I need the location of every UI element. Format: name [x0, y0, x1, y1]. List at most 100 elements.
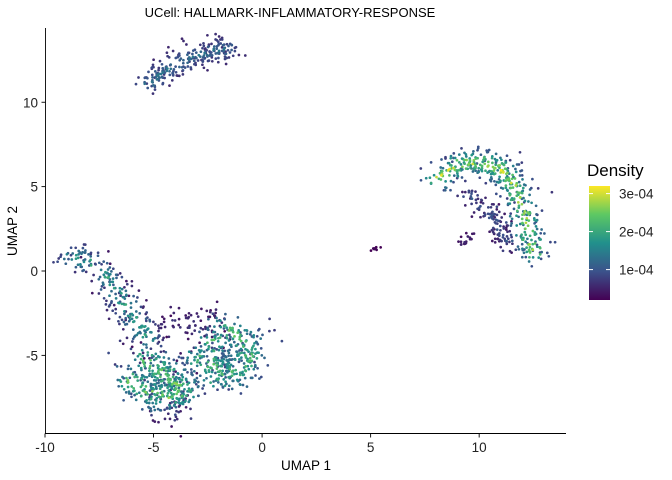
x-tick-label: -5	[148, 440, 160, 455]
data-point	[531, 229, 535, 233]
data-point	[528, 243, 531, 246]
data-point	[156, 77, 160, 81]
data-point	[214, 311, 217, 315]
data-point	[145, 375, 149, 379]
y-tick-label: 0	[30, 264, 38, 279]
data-point	[132, 387, 136, 390]
data-point	[169, 378, 172, 382]
data-point	[500, 158, 503, 162]
data-point	[159, 350, 163, 354]
data-point	[479, 204, 482, 208]
data-point	[148, 366, 151, 370]
data-point	[531, 248, 535, 252]
data-point	[195, 376, 199, 380]
data-point	[511, 186, 515, 189]
data-point	[259, 337, 263, 340]
data-point	[116, 378, 120, 382]
data-point	[513, 177, 517, 180]
data-point	[212, 45, 216, 48]
data-point	[153, 382, 156, 386]
data-point	[487, 216, 491, 220]
data-point	[163, 383, 167, 387]
data-point	[447, 161, 451, 165]
data-point	[225, 359, 229, 362]
data-point	[144, 319, 148, 323]
data-point	[215, 316, 218, 320]
data-point	[259, 375, 263, 379]
data-point	[217, 358, 221, 362]
data-point	[219, 319, 222, 323]
data-point	[527, 219, 531, 222]
data-point	[204, 327, 207, 331]
data-point	[429, 181, 433, 185]
data-point	[107, 250, 110, 253]
data-point	[545, 251, 549, 255]
data-point	[131, 340, 134, 343]
data-point	[185, 359, 189, 362]
data-point	[187, 381, 191, 385]
data-point	[148, 374, 151, 378]
data-point	[476, 146, 480, 150]
data-point	[65, 252, 69, 256]
data-point	[125, 376, 128, 380]
data-point	[164, 350, 168, 354]
data-point	[499, 245, 503, 249]
data-point	[223, 329, 227, 333]
data-point	[254, 374, 257, 377]
data-point	[214, 335, 217, 338]
data-point	[419, 167, 423, 170]
data-point	[237, 53, 241, 57]
data-point	[166, 374, 169, 378]
data-point	[175, 409, 178, 413]
data-point	[495, 213, 499, 217]
data-point	[242, 345, 245, 348]
data-point	[159, 344, 163, 348]
data-point	[519, 236, 523, 239]
data-point	[241, 343, 245, 346]
data-point	[217, 56, 220, 60]
data-point	[508, 249, 512, 253]
data-point	[83, 251, 87, 254]
data-point	[126, 381, 130, 384]
data-point	[229, 335, 232, 339]
data-point	[216, 381, 220, 384]
data-point	[221, 360, 225, 364]
data-point	[156, 376, 159, 380]
data-point	[231, 364, 235, 368]
legend-colorbar	[589, 186, 610, 300]
data-point	[375, 248, 378, 252]
data-point	[224, 62, 228, 66]
data-point	[450, 160, 454, 164]
data-point	[105, 261, 109, 265]
data-point	[115, 276, 118, 280]
data-point	[490, 228, 494, 232]
data-point	[162, 356, 166, 359]
data-point	[533, 242, 537, 245]
data-point	[492, 212, 496, 216]
data-point	[174, 70, 178, 74]
data-point	[156, 407, 160, 411]
data-point	[168, 362, 171, 365]
data-point	[496, 219, 500, 223]
data-point	[165, 407, 169, 410]
data-point	[107, 351, 110, 355]
data-point	[178, 54, 181, 57]
data-point	[215, 361, 218, 365]
data-point	[197, 53, 201, 57]
data-point	[74, 253, 78, 257]
data-point	[223, 384, 227, 388]
data-point	[227, 351, 231, 355]
data-point	[158, 400, 162, 404]
data-point	[512, 207, 516, 211]
data-point	[539, 231, 543, 235]
data-point	[510, 217, 514, 221]
data-point	[168, 69, 171, 73]
data-point	[206, 341, 209, 345]
data-point	[179, 57, 183, 60]
data-point	[514, 167, 517, 171]
data-point	[499, 156, 502, 160]
data-point	[111, 277, 115, 280]
data-point	[449, 156, 453, 160]
data-point	[228, 367, 232, 371]
data-point	[224, 376, 227, 379]
